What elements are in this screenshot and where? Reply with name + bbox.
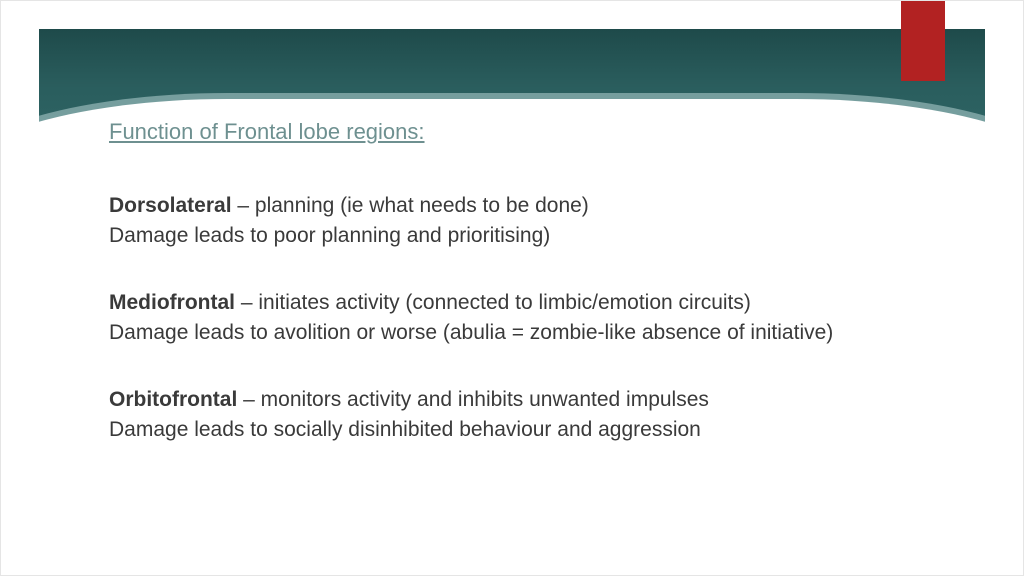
term-description: – initiates activity (connected to limbi…	[235, 291, 751, 314]
damage-text: Damage leads to avolition or worse (abul…	[109, 318, 963, 348]
term-description: – monitors activity and inhibits unwante…	[237, 388, 709, 411]
section-orbitofrontal: Orbitofrontal – monitors activity and in…	[109, 385, 963, 446]
term: Dorsolateral	[109, 194, 232, 217]
damage-text: Damage leads to poor planning and priori…	[109, 221, 963, 251]
term: Mediofrontal	[109, 291, 235, 314]
header-banner	[39, 29, 985, 169]
section-dorsolateral: Dorsolateral – planning (ie what needs t…	[109, 191, 963, 252]
slide-content: Dorsolateral – planning (ie what needs t…	[109, 191, 963, 482]
term: Orbitofrontal	[109, 388, 237, 411]
damage-text: Damage leads to socially disinhibited be…	[109, 415, 963, 445]
slide-heading: Function of Frontal lobe regions:	[109, 119, 425, 145]
bookmark-ribbon	[901, 1, 945, 81]
term-description: – planning (ie what needs to be done)	[232, 194, 589, 217]
section-mediofrontal: Mediofrontal – initiates activity (conne…	[109, 288, 963, 349]
